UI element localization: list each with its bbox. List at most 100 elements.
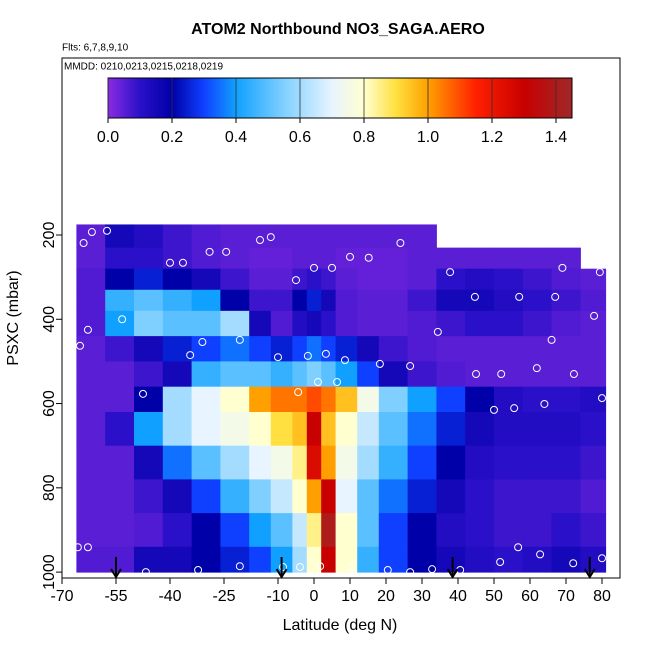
heat-cell [191, 289, 221, 312]
heat-cell [335, 411, 358, 447]
x-tick-label: 10 [341, 588, 359, 605]
sample-point [79, 214, 88, 223]
heat-cell [335, 224, 358, 249]
heat-cell [407, 411, 437, 447]
heat-cell [270, 268, 293, 291]
heat-cell [105, 224, 135, 249]
colorbar-tick-label: 0.8 [353, 129, 375, 146]
heat-cell [357, 268, 380, 291]
sample-point [186, 351, 195, 360]
sample-point [222, 247, 231, 256]
heat-cell [321, 479, 337, 514]
heat-cell [494, 386, 524, 413]
heat-cell [292, 336, 308, 362]
heat-cell [105, 361, 135, 388]
heat-cell [321, 268, 337, 291]
heat-cell [407, 361, 437, 388]
heat-cell [357, 247, 380, 270]
heat-cell [321, 386, 337, 413]
arrow-head [583, 568, 596, 579]
heat-cell [357, 310, 380, 337]
heat-cell [407, 268, 437, 291]
sample-point [198, 338, 207, 347]
heat-cell [551, 310, 581, 337]
heat-cell [270, 445, 293, 480]
heat-cell [249, 546, 272, 573]
sample-point [490, 405, 498, 414]
plot-frame [61, 57, 621, 579]
colorbar-tick-label: 0.4 [225, 129, 247, 146]
heat-cell [162, 289, 193, 312]
heat-cell [270, 361, 293, 388]
heat-cell [134, 479, 164, 514]
heat-cell [321, 411, 337, 447]
heat-cell [306, 336, 322, 362]
sample-point [166, 258, 174, 267]
heat-cell [321, 361, 337, 388]
sample-point [595, 268, 604, 277]
sample-point [321, 349, 330, 358]
heat-cell [551, 411, 581, 447]
heat-cell [134, 513, 164, 548]
heat-cell [134, 289, 164, 312]
heat-cell [220, 411, 250, 447]
sample-point [406, 362, 415, 371]
x-tick-label: 60 [521, 588, 539, 605]
heat-cell [162, 224, 193, 249]
heat-cell [335, 310, 358, 337]
x-tick-label: 20 [377, 588, 395, 605]
heat-cell [105, 445, 135, 480]
heat-cell [76, 224, 106, 249]
y-tick-label: 600 [41, 390, 58, 417]
colorbar [107, 77, 573, 119]
heat-cell [306, 361, 322, 388]
arrow-head [110, 568, 122, 579]
heat-cell [407, 513, 437, 548]
sample-point [194, 565, 203, 574]
heat-cell [580, 289, 607, 312]
heat-cell [580, 411, 607, 447]
heat-cell [465, 386, 495, 413]
sample-point [274, 353, 282, 362]
sample-point [514, 543, 523, 552]
heat-cell [378, 411, 409, 447]
heat-cell [105, 513, 135, 548]
heat-cell [522, 336, 553, 362]
heat-cell [134, 546, 164, 573]
heat-cell [249, 289, 272, 312]
heat-cell [465, 268, 495, 291]
heat-cell [465, 445, 495, 480]
heat-cell [465, 289, 495, 312]
x-tick-label: 30 [413, 588, 431, 605]
colorbar-tick-label: 0.6 [289, 129, 311, 146]
heat-cell [292, 247, 308, 270]
heat-cell [191, 268, 221, 291]
heat-cell [580, 513, 607, 548]
heat-cell [494, 268, 524, 291]
heat-cell [321, 224, 337, 249]
heat-cell [321, 513, 337, 548]
heat-cell [292, 224, 308, 249]
heat-cell [191, 310, 221, 337]
heat-cell [551, 513, 581, 548]
heat-cell [580, 546, 607, 573]
heat-cell [335, 361, 358, 388]
heat-cell [522, 361, 553, 388]
y-tick-label: 1000 [41, 554, 58, 590]
colorbar-tick-label: 0.2 [161, 129, 183, 146]
heat-cell [220, 479, 250, 514]
sample-point [470, 292, 479, 301]
heat-cell [191, 247, 221, 270]
heat-cell [580, 268, 607, 291]
x-tick-label: -25 [212, 588, 235, 605]
sample-point [375, 359, 384, 368]
heat-cell [321, 546, 337, 573]
heat-cell [522, 546, 553, 573]
heat-cell [522, 268, 553, 291]
heat-cell [249, 386, 272, 413]
heat-cell [220, 224, 250, 249]
sample-point [569, 559, 578, 568]
heat-cell [220, 289, 250, 312]
sample-point [598, 394, 606, 403]
heat-cell [306, 247, 322, 270]
